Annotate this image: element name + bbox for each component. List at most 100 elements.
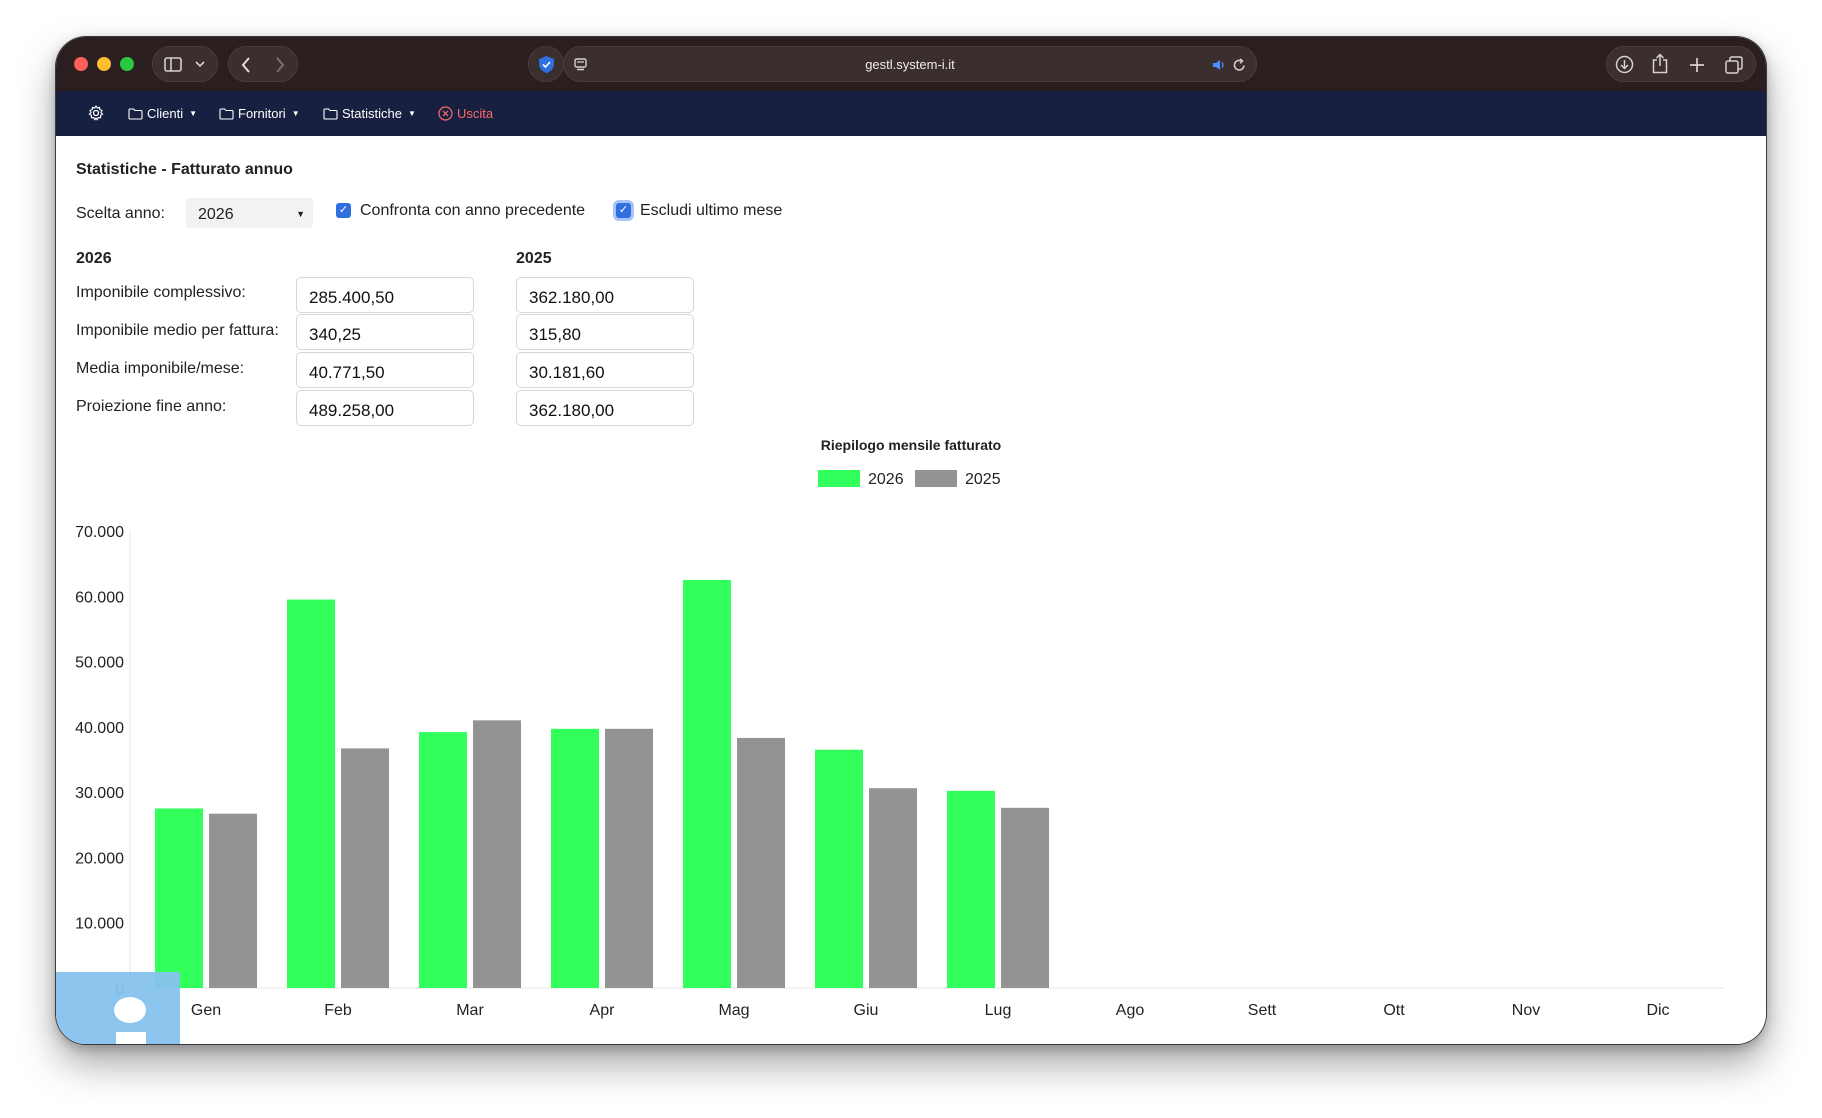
row-label-avg-invoice: Imponibile medio per fattura: <box>76 322 279 339</box>
y-tick-label: 10.000 <box>75 916 124 933</box>
caret-down-icon: ▼ <box>296 209 305 219</box>
field-value: 362.180,00 <box>529 288 615 307</box>
x-tick-label: Giu <box>854 1002 879 1019</box>
previous-total-field[interactable]: 362.180,00 <box>516 277 694 313</box>
nav-menu-fornitori[interactable]: Fornitori ▼ <box>219 106 300 121</box>
x-tick-label: Gen <box>191 1002 221 1019</box>
current-total-field[interactable]: 285.400,50 <box>296 277 474 313</box>
x-tick-label: Apr <box>590 1002 616 1019</box>
nav-menu-label: Fornitori <box>238 106 286 121</box>
sidebar-icon <box>164 57 182 72</box>
app-navbar: Clienti ▼ Fornitori ▼ Statistiche ▼ Usci… <box>56 91 1766 136</box>
share-icon[interactable] <box>1652 53 1668 74</box>
compare-label: Confronta con anno precedente <box>360 202 586 219</box>
legend-swatch-2025[interactable] <box>915 470 957 487</box>
bar-2025-gen[interactable] <box>209 813 257 988</box>
system-i-logo <box>56 972 180 1044</box>
address-bar[interactable]: gestl.system-i.it <box>563 46 1257 82</box>
x-tick-label: Dic <box>1646 1002 1669 1019</box>
caret-down-icon: ▼ <box>407 109 416 118</box>
minimize-window-button[interactable] <box>97 57 111 71</box>
nav-exit[interactable]: Uscita <box>438 106 493 121</box>
nav-menu-label: Statistiche <box>342 106 402 121</box>
bar-2026-feb[interactable] <box>287 599 335 988</box>
forward-icon[interactable] <box>275 57 285 73</box>
close-window-button[interactable] <box>74 57 88 71</box>
bar-2026-mag[interactable] <box>683 579 731 988</box>
tab-overview-icon[interactable] <box>1725 56 1743 74</box>
reload-icon[interactable] <box>1233 58 1246 72</box>
y-tick-label: 60.000 <box>75 589 124 606</box>
bar-2025-feb[interactable] <box>341 748 389 988</box>
bar-2026-mar[interactable] <box>419 732 467 988</box>
previous-avg-invoice-field[interactable]: 315,80 <box>516 314 694 350</box>
browser-window: gestl.system-i.it <box>56 37 1766 1044</box>
bar-2026-giu[interactable] <box>815 749 863 988</box>
field-value: 285.400,50 <box>309 288 395 307</box>
page-menu-icon[interactable] <box>574 58 587 71</box>
nav-menu-label: Clienti <box>147 106 184 121</box>
history-nav <box>228 46 298 82</box>
bar-2025-mar[interactable] <box>473 720 521 988</box>
year-select-value: 2026 <box>198 206 234 223</box>
exit-label: Uscita <box>457 106 494 121</box>
bar-2025-apr[interactable] <box>605 728 653 988</box>
current-projection-field[interactable]: 489.258,00 <box>296 390 474 426</box>
bar-2026-apr[interactable] <box>551 728 599 988</box>
chart-title: Riepilogo mensile fatturato <box>821 437 1001 453</box>
field-value: 315,80 <box>529 325 581 344</box>
legend-label-2026: 2026 <box>868 471 904 488</box>
caret-down-icon: ▼ <box>189 109 198 118</box>
field-value: 489.258,00 <box>309 401 395 420</box>
bar-2025-giu[interactable] <box>869 788 917 988</box>
download-icon[interactable] <box>1615 55 1634 74</box>
previous-projection-field[interactable]: 362.180,00 <box>516 390 694 426</box>
logo-bar <box>116 1032 146 1044</box>
exclude-last-month-checkbox[interactable]: ✓ <box>616 203 631 218</box>
year-label: Scelta anno: <box>76 205 165 222</box>
privacy-shield-button[interactable] <box>528 46 564 82</box>
current-avg-month-field[interactable]: 40.771,50 <box>296 352 474 388</box>
close-circle-icon <box>438 106 453 121</box>
x-tick-label: Sett <box>1248 1002 1277 1019</box>
zoom-window-button[interactable] <box>120 57 134 71</box>
row-label-projection: Proiezione fine anno: <box>76 398 227 415</box>
new-tab-icon[interactable] <box>1689 57 1705 73</box>
row-label-total: Imponibile complessivo: <box>76 284 246 301</box>
page-title: Statistiche - Fatturato annuo <box>76 161 293 178</box>
bar-2026-lug[interactable] <box>947 790 995 988</box>
settings-icon[interactable] <box>88 105 104 121</box>
x-tick-label: Mar <box>456 1002 484 1019</box>
chevron-down-icon <box>195 61 205 68</box>
folder-icon <box>128 107 143 120</box>
folder-icon <box>323 107 338 120</box>
bar-2025-lug[interactable] <box>1001 807 1049 988</box>
browser-titlebar: gestl.system-i.it <box>56 37 1766 91</box>
legend-swatch-2026[interactable] <box>818 470 860 487</box>
y-tick-label: 20.000 <box>75 850 124 867</box>
monthly-revenue-chart: Riepilogo mensile fatturato 2026 2025 01… <box>75 437 1724 1019</box>
back-icon[interactable] <box>241 57 251 73</box>
compare-checkbox[interactable]: ✓ <box>336 203 351 218</box>
year-select[interactable]: 2026 ▼ <box>186 198 313 228</box>
x-tick-label: Mag <box>718 1002 749 1019</box>
legend-label-2025: 2025 <box>965 471 1001 488</box>
current-avg-invoice-field[interactable]: 340,25 <box>296 314 474 350</box>
bar-2026-gen[interactable] <box>155 808 203 988</box>
x-tick-label: Feb <box>324 1002 352 1019</box>
caret-down-icon: ▼ <box>291 109 300 118</box>
exclude-label: Escludi ultimo mese <box>640 202 783 219</box>
logo-dot <box>114 997 146 1023</box>
speaker-icon[interactable] <box>1212 59 1226 71</box>
nav-menu-clienti[interactable]: Clienti ▼ <box>128 106 197 121</box>
current-year-heading: 2026 <box>76 250 112 267</box>
x-tick-label: Nov <box>1512 1002 1540 1019</box>
nav-menu-statistiche[interactable]: Statistiche ▼ <box>323 106 416 121</box>
bar-2025-mag[interactable] <box>737 737 785 988</box>
field-value: 340,25 <box>309 325 361 344</box>
previous-avg-month-field[interactable]: 30.181,60 <box>516 352 694 388</box>
sidebar-toggle-button[interactable] <box>152 46 218 82</box>
y-tick-label: 30.000 <box>75 785 124 802</box>
folder-icon <box>219 107 234 120</box>
toolbar-actions <box>1606 46 1756 82</box>
